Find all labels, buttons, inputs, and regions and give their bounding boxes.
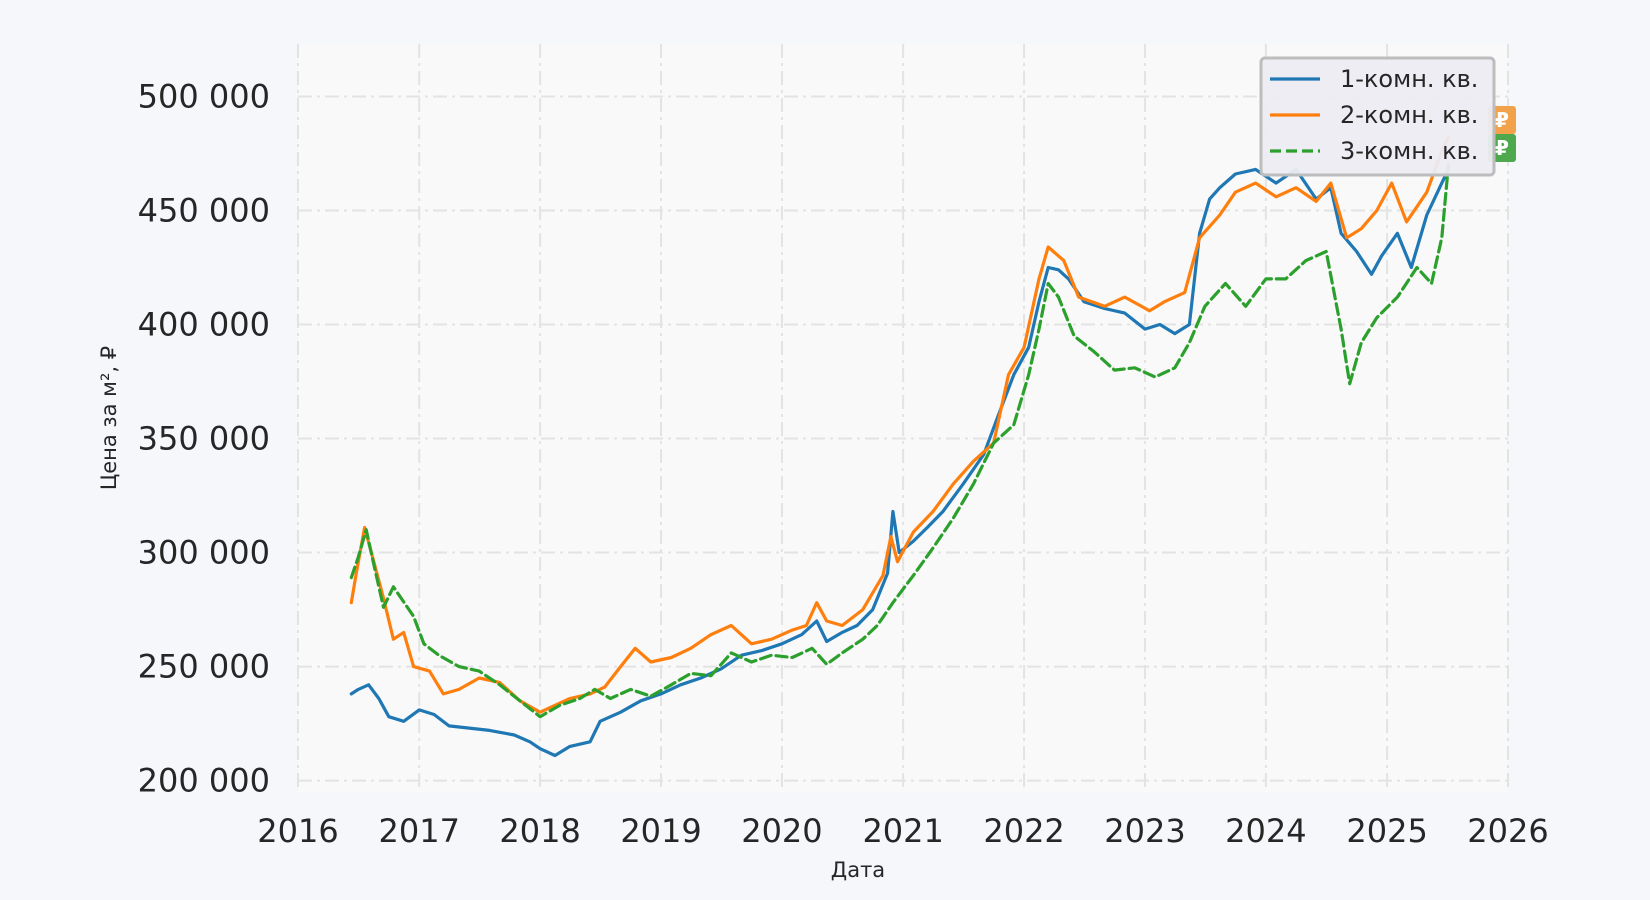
x-tick-label: 2018 bbox=[499, 812, 580, 850]
x-tick-label: 2020 bbox=[741, 812, 822, 850]
y-tick-label: 250 000 bbox=[138, 648, 270, 686]
x-tick-label: 2016 bbox=[257, 812, 338, 850]
y-axis-ticks: 200 000 250 000 300 000 350 000 400 000 450 0… bbox=[138, 77, 270, 799]
x-tick-label: 2025 bbox=[1346, 812, 1427, 850]
x-tick-label: 2021 bbox=[862, 812, 943, 850]
legend-label: 2-комн. кв. bbox=[1340, 101, 1478, 129]
x-tick-label: 2017 bbox=[379, 812, 460, 850]
x-tick-label: 2026 bbox=[1467, 812, 1548, 850]
x-tick-label: 2024 bbox=[1225, 812, 1306, 850]
x-axis-ticks: 2016 2017 2018 2019 2020 2021 2022 2023 2024 2025… bbox=[257, 812, 1548, 850]
badge-label: ₽ bbox=[1495, 136, 1509, 160]
y-tick-label: 500 000 bbox=[138, 77, 270, 115]
y-tick-label: 400 000 bbox=[138, 306, 270, 344]
y-tick-label: 350 000 bbox=[138, 420, 270, 458]
x-tick-label: 2019 bbox=[620, 812, 701, 850]
legend-label: 3-комн. кв. bbox=[1340, 137, 1478, 165]
series-line-2 bbox=[349, 135, 1450, 714]
y-tick-label: 200 000 bbox=[138, 762, 270, 800]
series-line-3 bbox=[349, 163, 1450, 719]
legend-label: 1-комн. кв. bbox=[1340, 65, 1478, 93]
series-lines bbox=[349, 135, 1450, 758]
x-tick-label: 2023 bbox=[1104, 812, 1185, 850]
series-line-1 bbox=[349, 167, 1450, 758]
badge-label: ₽ bbox=[1495, 108, 1509, 132]
legend: 1-комн. кв. 2-комн. кв. 3-комн. кв. bbox=[1259, 56, 1496, 177]
y-tick-label: 300 000 bbox=[138, 534, 270, 572]
y-axis-title: Цена за м², ₽ bbox=[97, 346, 121, 490]
y-tick-label: 450 000 bbox=[138, 191, 270, 229]
legend-frame bbox=[1259, 56, 1496, 177]
x-tick-label: 2022 bbox=[983, 812, 1064, 850]
x-axis-title: Дата bbox=[831, 858, 885, 882]
